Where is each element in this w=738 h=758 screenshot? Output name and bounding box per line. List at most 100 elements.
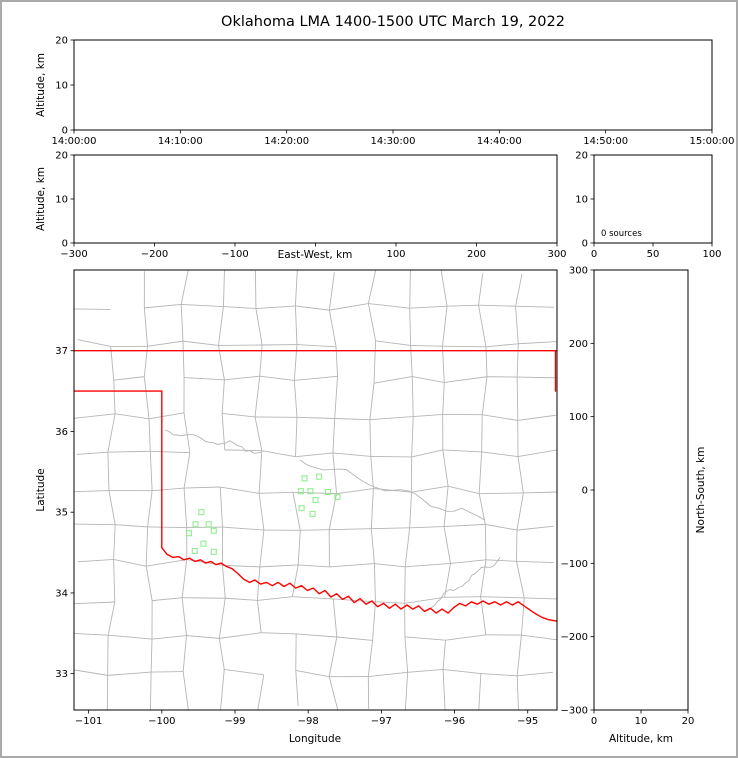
county-line [113,376,145,381]
county-line [481,414,483,452]
tick-label: −101 [75,716,102,727]
county-line [405,563,451,568]
tick-label: 20 [55,151,68,162]
tick-label: 14:30:00 [371,136,416,147]
county-line [442,346,445,383]
county-line [375,601,405,604]
county-line [448,485,480,495]
tick-label: 10 [55,81,68,92]
tick-label: −100 [221,249,248,260]
county-line [222,565,226,599]
county-line [184,377,225,381]
tick-label: 10 [575,195,588,206]
county-line [182,340,219,346]
county-line [255,305,296,309]
lma-station-marker [312,497,319,504]
county-line [368,671,408,678]
county-line [293,344,298,381]
county-line [224,668,264,676]
tick-label: 300 [569,266,588,277]
county-line [259,375,295,381]
county-line [516,343,519,378]
county-line [485,346,488,377]
source-count-annotation: 0 sources [601,229,642,239]
lma-station-marker [297,488,304,495]
axes-frame [73,154,558,244]
county-line [222,526,264,531]
county-line [257,674,265,710]
tick-label: 0 [591,716,597,727]
tick-label: 10 [635,716,648,727]
county-line [480,596,487,635]
county-line [442,640,446,670]
county-line [182,597,226,599]
county-line [74,413,116,419]
tick-label: −300 [561,706,588,717]
county-line [409,308,412,346]
county-line [180,304,184,342]
county-line [485,343,519,348]
county-line [332,598,338,638]
lma-station-marker [185,530,192,537]
tick-label: 0 [582,239,588,250]
tick-label: −100 [561,559,588,570]
county-line [220,669,225,710]
county-line [411,376,414,417]
county-line [77,339,111,347]
tick-label: 36 [55,427,68,438]
county-line [113,524,116,560]
panel-northsouth-height: 0 10 20 300 200 100 0 −100 −200 −300 [561,266,695,728]
county-line [516,635,522,676]
panel-time-height: 14:00:00 14:10:00 14:20:00 14:30:00 14:40:00… [52,36,735,148]
tick-label: 37 [55,346,68,357]
lma-station-marker [210,527,217,534]
county-line [520,597,525,636]
county-line [409,526,445,529]
tick-label: 0 [582,486,588,497]
tick-label: −200 [141,249,168,260]
tick-label: 14:20:00 [264,136,309,147]
county-line [143,307,148,347]
tick-label: 34 [55,588,68,599]
tick-label: 20 [575,151,588,162]
panel-eastwest-height: −300 −200 −100 100 200 300 0 10 20 [55,151,566,261]
county-line [294,270,298,306]
tick-label: −99 [224,716,245,727]
county-line [369,419,372,457]
county-line [521,634,557,641]
county-line [107,452,110,491]
county-line [295,305,330,311]
county-line [107,601,116,636]
county-line [328,676,339,710]
county-line [107,413,116,453]
county-line [478,304,516,307]
tick-label: −200 [561,632,588,643]
county-line [294,375,338,381]
county-line [261,450,296,458]
lma-station-marker [191,547,198,555]
county-line [334,418,370,421]
county-line [442,306,448,347]
county-line [442,382,445,415]
county-line [74,669,108,676]
county-line [516,675,519,710]
county-line [224,375,260,381]
tick-label: 20 [682,716,695,727]
county-line [254,416,263,451]
county-line [442,449,449,487]
county-line [442,345,486,348]
axes-frame [73,269,558,711]
lma-station-marker [298,505,305,512]
tick-label: 33 [55,669,68,680]
county-line [404,672,409,710]
county-line [524,597,557,600]
county-line [182,635,187,672]
county-line [484,524,487,560]
county-boundaries [74,270,557,710]
lma-station-marker [334,493,341,500]
county-line [516,561,525,599]
county-line [221,413,226,450]
tick-label: −97 [371,716,392,727]
county-line [404,596,445,604]
tick-label: −98 [298,716,319,727]
